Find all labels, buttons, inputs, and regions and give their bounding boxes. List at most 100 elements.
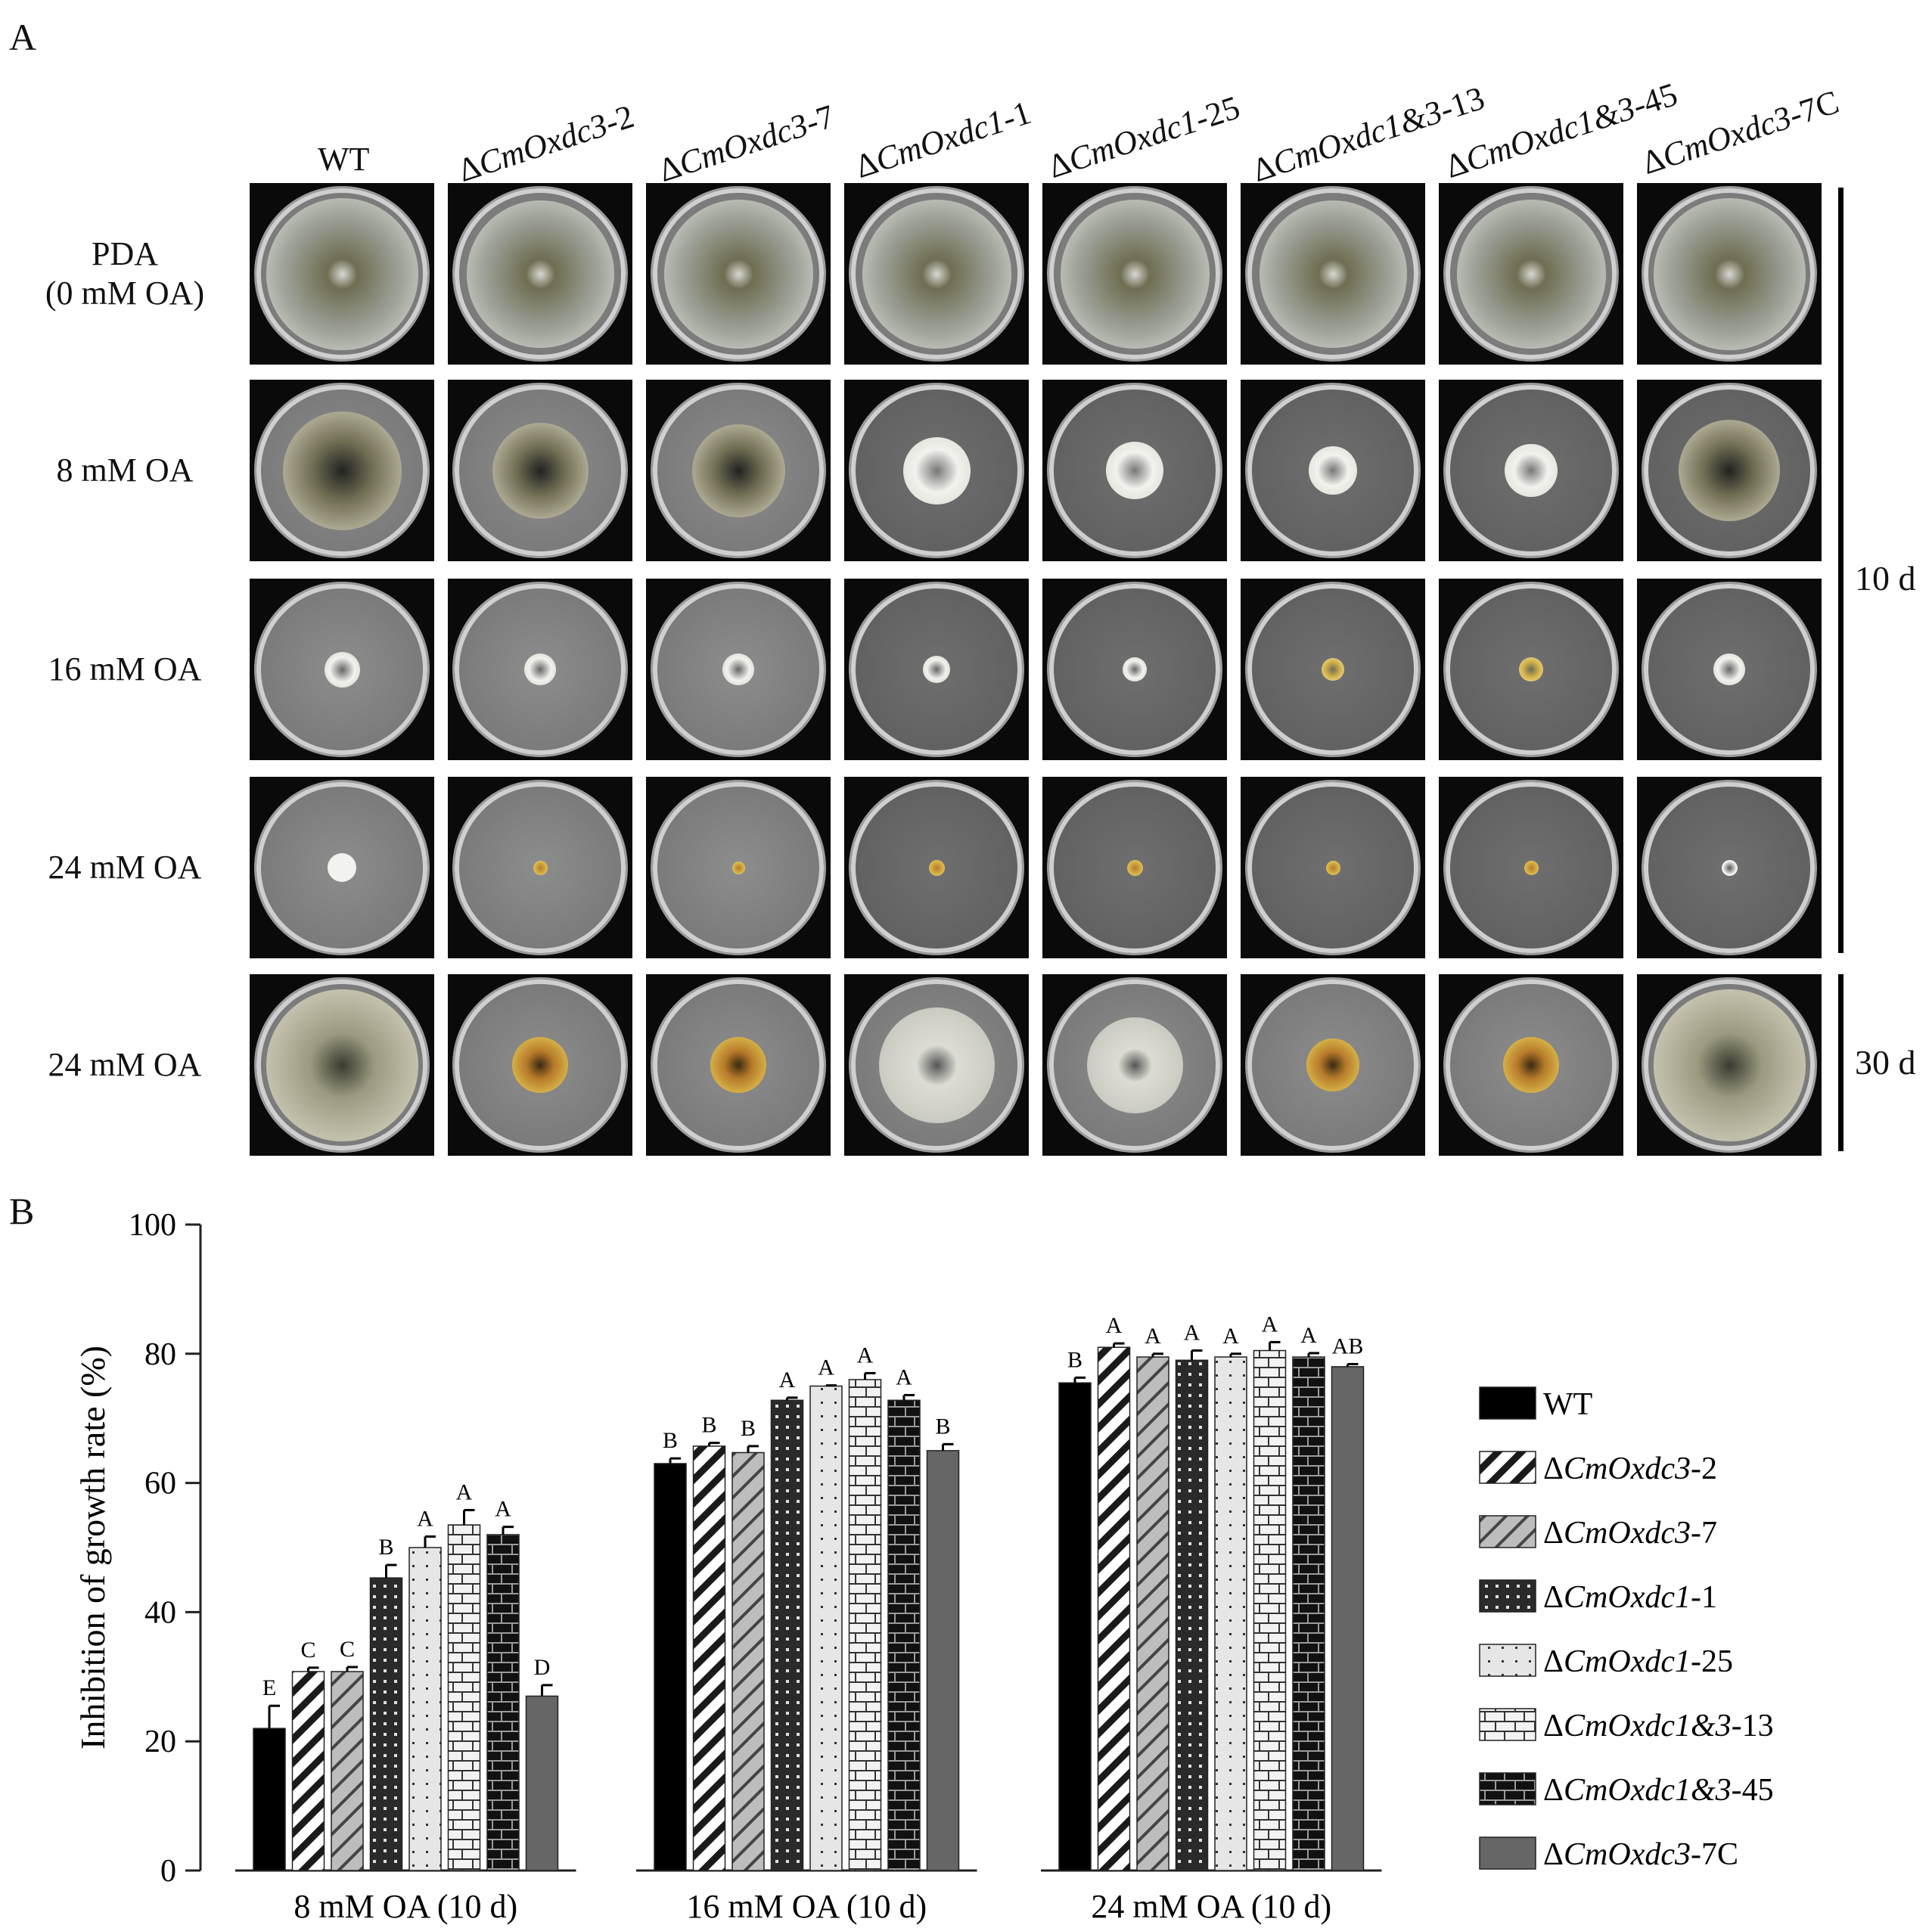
bar bbox=[447, 1524, 481, 1871]
petri-dish bbox=[1049, 385, 1220, 556]
petri-dish bbox=[1644, 980, 1815, 1150]
row-header-line1: 24 mM OA bbox=[48, 1046, 202, 1083]
fungal-colony bbox=[1123, 657, 1147, 681]
plate-photo bbox=[1042, 579, 1227, 760]
petri-dish bbox=[256, 584, 427, 755]
plate-photo bbox=[1637, 777, 1822, 958]
petri-dish bbox=[653, 385, 824, 556]
row-header-1: PDA (0 mM OA) bbox=[11, 234, 238, 313]
column-header-suffix: WT bbox=[318, 141, 370, 178]
column-header-strain: CmOxdc3 bbox=[674, 106, 812, 183]
petri-dish bbox=[1049, 188, 1220, 359]
plate-photo bbox=[1439, 579, 1623, 760]
plate-photo bbox=[1241, 183, 1425, 365]
fungal-colony bbox=[1456, 199, 1606, 349]
petri-dish bbox=[1247, 980, 1418, 1150]
column-header-1: WT bbox=[318, 140, 369, 179]
fungal-colony bbox=[324, 651, 360, 688]
fungal-colony bbox=[710, 1037, 766, 1093]
bar bbox=[887, 1399, 921, 1871]
legend-label: ΔCmOxdc3-7 bbox=[1543, 1516, 1717, 1551]
plate-photo bbox=[1042, 380, 1227, 561]
bar bbox=[1292, 1356, 1325, 1871]
bar bbox=[525, 1695, 559, 1871]
legend-swatch bbox=[1479, 1515, 1536, 1548]
legend-label: ΔCmOxdc1&3-13 bbox=[1543, 1709, 1774, 1743]
fungal-colony bbox=[928, 859, 945, 876]
significance-letter: A bbox=[779, 1368, 796, 1392]
plate-photo bbox=[448, 777, 632, 958]
bar bbox=[692, 1445, 726, 1871]
petri-dish bbox=[455, 782, 626, 953]
legend-label-suffix: -2 bbox=[1691, 1451, 1717, 1486]
significance-letter: A bbox=[456, 1479, 473, 1504]
fungal-colony bbox=[1503, 1037, 1559, 1093]
petri-dish bbox=[455, 188, 626, 359]
fungal-colony bbox=[266, 197, 418, 350]
petri-dish bbox=[653, 782, 824, 953]
petri-dish bbox=[1446, 188, 1617, 359]
significance-letter: A bbox=[896, 1365, 912, 1389]
bar bbox=[253, 1728, 286, 1871]
x-category-label: 16 mM OA (10 d) bbox=[686, 1888, 927, 1925]
plate-photo bbox=[1637, 974, 1822, 1156]
petri-dish bbox=[1644, 188, 1815, 359]
column-header-strain: CmOxdc1&3 bbox=[1461, 88, 1640, 179]
legend-swatch bbox=[1479, 1451, 1536, 1484]
column-header-5: ΔCmOxdc1-25 bbox=[1043, 88, 1244, 186]
bar bbox=[1214, 1356, 1247, 1871]
petri-dish bbox=[653, 980, 824, 1150]
plate-photo bbox=[448, 380, 632, 561]
petri-dish bbox=[256, 188, 427, 359]
petri-dish bbox=[455, 584, 626, 755]
row-header-4: 24 mM OA bbox=[11, 848, 238, 887]
plate-photo bbox=[844, 579, 1029, 760]
row-header-line1: PDA bbox=[91, 235, 159, 272]
row-header-line1: 8 mM OA bbox=[56, 452, 194, 489]
plate-photo bbox=[1439, 777, 1623, 958]
column-header-3: ΔCmOxdc3-7 bbox=[654, 97, 839, 190]
day-bar-10d bbox=[1838, 188, 1843, 953]
petri-dish bbox=[851, 584, 1022, 755]
y-axis-title: Inhibition of growth rate (%) bbox=[73, 1346, 112, 1749]
fungal-colony bbox=[1325, 860, 1340, 875]
petri-dish bbox=[256, 385, 427, 556]
plate-photo bbox=[844, 380, 1029, 561]
column-header-suffix: -13 bbox=[1435, 79, 1489, 129]
plate-photo bbox=[250, 579, 434, 760]
legend-label-prefix: Δ bbox=[1543, 1580, 1564, 1615]
significance-letter: B bbox=[1067, 1347, 1082, 1372]
petri-dish bbox=[1247, 584, 1418, 755]
significance-letter: A bbox=[417, 1506, 433, 1531]
petri-dish bbox=[455, 385, 626, 556]
fungal-colony bbox=[512, 1037, 568, 1093]
plate-photo bbox=[1439, 183, 1623, 365]
y-tick-label: 20 bbox=[144, 1725, 176, 1759]
plate-photo bbox=[1241, 974, 1425, 1156]
petri-dish bbox=[455, 980, 626, 1150]
plate-photo bbox=[1241, 777, 1425, 958]
plate-photo bbox=[1637, 183, 1822, 365]
fungal-colony bbox=[663, 199, 813, 349]
legend-label-strain: CmOxdc1 bbox=[1564, 1580, 1691, 1615]
plate-photo bbox=[646, 380, 831, 561]
plate-photo bbox=[448, 579, 632, 760]
petri-dish bbox=[1247, 188, 1418, 359]
x-category-label: 24 mM OA (10 d) bbox=[1091, 1888, 1331, 1925]
petri-dish bbox=[1446, 584, 1617, 755]
fungal-colony bbox=[1519, 657, 1543, 681]
bar bbox=[731, 1451, 765, 1871]
fungal-colony bbox=[1721, 859, 1738, 876]
column-header-strain: CmOxdc1 bbox=[1064, 102, 1202, 179]
fungal-colony bbox=[1322, 658, 1344, 681]
plate-photo bbox=[1241, 380, 1425, 561]
plate-photo bbox=[844, 183, 1029, 365]
plate-photo bbox=[646, 777, 831, 958]
row-header-3: 16 mM OA bbox=[11, 650, 238, 689]
fungal-colony bbox=[1106, 442, 1163, 499]
fungal-colony bbox=[691, 424, 785, 517]
petri-dish bbox=[851, 188, 1022, 359]
significance-letter: C bbox=[340, 1637, 355, 1662]
significance-letter: A bbox=[1106, 1313, 1123, 1338]
legend-label-suffix: -1 bbox=[1691, 1580, 1717, 1615]
